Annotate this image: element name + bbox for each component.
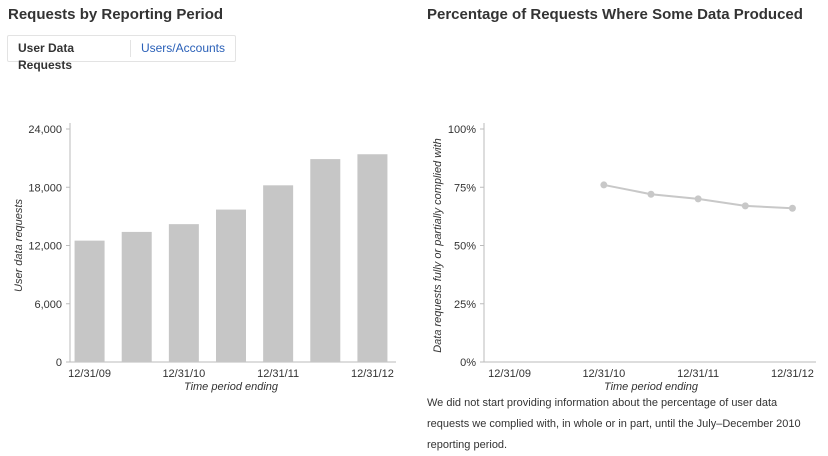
x-tick-label: 12/31/12	[351, 368, 394, 380]
data-point	[741, 202, 749, 210]
y-axis-label: Data requests fully or partially complie…	[432, 138, 444, 353]
bar	[216, 209, 246, 362]
bar	[310, 159, 341, 362]
y-tick-label: 12,000	[28, 241, 62, 253]
x-tick-label: 12/31/10	[162, 368, 205, 380]
line-chart: 0% 25% 50% 75% 100% 12/31/09 12/31/10 12/31/11 1…	[432, 123, 816, 393]
data-point	[647, 190, 655, 198]
data-point	[600, 181, 608, 189]
x-tick-label: 12/31/09	[68, 368, 111, 380]
y-tick-label: 75%	[454, 182, 476, 194]
y-tick-label: 100%	[448, 124, 476, 136]
bar	[263, 185, 294, 362]
y-tick-label: 25%	[454, 299, 476, 311]
data-point	[694, 195, 702, 203]
x-axis-label: Time period ending	[604, 381, 699, 393]
bar-chart-title: Requests by Reporting Period	[8, 6, 224, 23]
y-tick-label: 50%	[454, 241, 476, 253]
data-point	[788, 204, 796, 212]
y-axis-label: User data requests	[13, 199, 25, 292]
x-tick-label: 12/31/11	[257, 368, 299, 380]
tab-user-data-requests[interactable]: User Data Requests	[8, 40, 131, 72]
y-tick-label: 18,000	[28, 182, 62, 194]
y-tick-label: 24,000	[28, 124, 62, 136]
y-tick-label: 6,000	[34, 299, 62, 311]
bar-chart: 0 6,000 12,000 18,000 24,000 12/31/09 12/31/10…	[13, 123, 396, 393]
bar	[168, 224, 199, 362]
x-tick-label: 12/31/10	[582, 368, 625, 380]
y-tick-label: 0	[56, 357, 62, 369]
bar	[74, 240, 105, 362]
y-tick-label: 0%	[460, 357, 476, 369]
tab-users-accounts[interactable]: Users/Accounts	[140, 41, 225, 55]
data-type-tabs: User Data Requests Users/Accounts	[7, 35, 236, 72]
x-tick-label: 12/31/12	[771, 368, 814, 380]
x-tick-label: 12/31/09	[488, 368, 531, 380]
x-tick-label: 12/31/11	[677, 368, 719, 380]
line-chart-title: Percentage of Requests Where Some Data P…	[427, 6, 803, 23]
x-axis-label: Time period ending	[184, 381, 279, 393]
footnote: We did not start providing information a…	[427, 397, 801, 451]
bar	[357, 154, 388, 362]
bar	[121, 231, 152, 362]
